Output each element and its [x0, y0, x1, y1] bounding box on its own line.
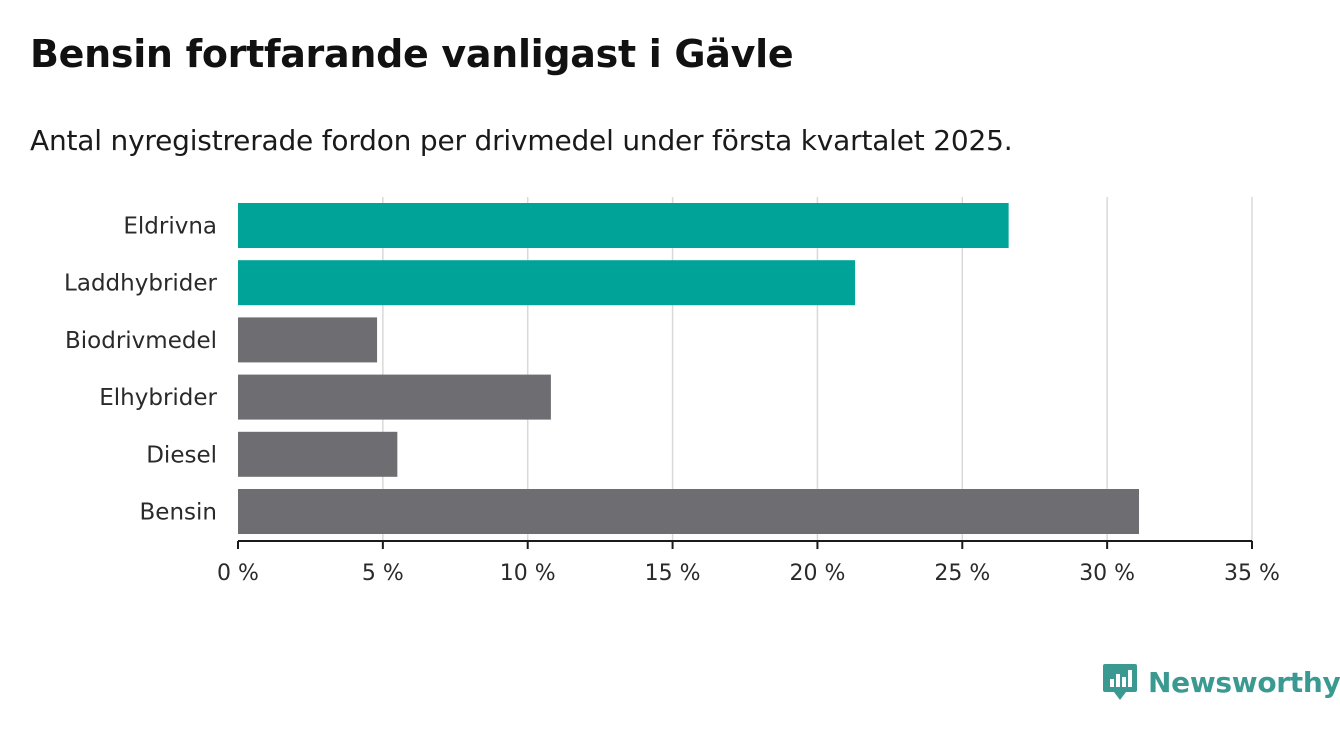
brand-name: Newsworthy — [1148, 665, 1340, 699]
bar-bensin — [238, 489, 1140, 534]
category-label: Laddhybrider — [64, 271, 217, 297]
category-label: Diesel — [146, 442, 217, 468]
x-tick-label: 20 % — [789, 561, 845, 586]
x-tick-label: 35 % — [1224, 561, 1280, 586]
chart-subtitle: Antal nyregistrerade fordon per drivmede… — [30, 124, 1013, 157]
category-labels: Eldrivna Laddhybrider Biodrivmedel Elhybrid… — [64, 214, 217, 526]
brand-logo: Newsworthy — [1102, 662, 1340, 702]
bar-eldrivna — [238, 203, 1009, 248]
x-axis: 0 % 5 % 10 % 15 % 20 % 25 % 30 % 35 % — [217, 540, 1280, 586]
x-tick-label: 30 % — [1079, 561, 1135, 586]
category-label: Elhybrider — [99, 385, 217, 411]
category-label: Biodrivmedel — [65, 328, 217, 354]
category-label: Bensin — [140, 500, 217, 526]
category-label: Eldrivna — [123, 214, 217, 240]
bar-laddhybrider — [238, 260, 856, 306]
x-tick-label: 0 % — [217, 561, 259, 586]
bars — [238, 203, 1140, 534]
x-tick-label: 25 % — [934, 561, 990, 586]
x-tick-label: 15 % — [645, 561, 701, 586]
gridlines — [382, 197, 1253, 541]
bar-elhybrider — [238, 374, 551, 420]
newsworthy-logo-icon — [1103, 664, 1137, 700]
x-tick-label: 5 % — [362, 561, 404, 586]
x-tick-label: 10 % — [500, 561, 556, 586]
bar-biodrivmedel — [238, 317, 378, 363]
bar-diesel — [238, 431, 398, 477]
chart-title: Bensin fortfarande vanligast i Gävle — [30, 32, 794, 76]
